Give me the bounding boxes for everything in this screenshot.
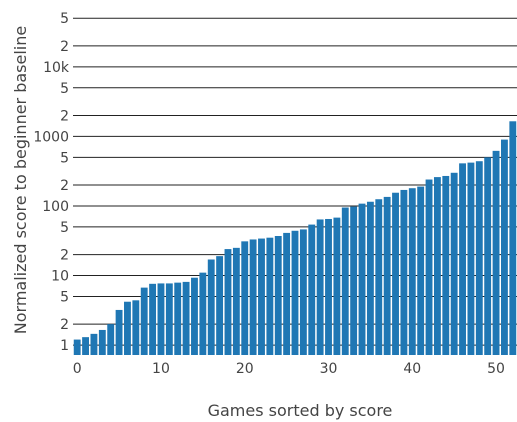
bar <box>124 301 131 355</box>
bar <box>191 277 198 355</box>
bar <box>450 172 458 355</box>
bar <box>149 283 157 355</box>
y-axis-title: Normalized score to beginner baseline <box>11 26 30 334</box>
bar <box>90 333 98 355</box>
bar <box>73 339 81 355</box>
bar <box>350 206 358 355</box>
bar <box>140 287 148 355</box>
bar <box>299 229 307 355</box>
bar <box>274 236 282 355</box>
y-tick-label: 1000 <box>33 129 69 145</box>
bar <box>82 337 90 355</box>
bar <box>174 282 182 355</box>
x-tick-label: 30 <box>320 361 338 377</box>
bar <box>316 219 324 355</box>
y-tick-label: 2 <box>60 108 69 124</box>
bar <box>358 203 366 355</box>
bar <box>366 201 374 355</box>
x-tick-label: 10 <box>152 361 170 377</box>
bar <box>308 224 316 355</box>
bar <box>484 157 492 355</box>
bar <box>258 238 265 355</box>
bar <box>98 329 106 355</box>
y-tick-label: 5 <box>60 81 69 97</box>
bar <box>266 237 274 355</box>
bar <box>325 218 332 355</box>
x-tick-label: 20 <box>236 361 254 377</box>
bar <box>333 217 341 355</box>
bar <box>224 249 232 355</box>
bar <box>459 163 466 355</box>
bar <box>115 309 123 355</box>
bar <box>341 207 349 355</box>
bar <box>408 188 416 355</box>
y-tick-label: 2 <box>60 248 69 264</box>
bar <box>157 283 165 355</box>
y-tick-label: 2 <box>60 39 69 55</box>
y-tick-label: 2 <box>60 317 69 333</box>
y-tick-label: 10 <box>51 269 69 285</box>
y-tick-label: 5 <box>60 289 69 305</box>
bar <box>199 272 207 355</box>
bars <box>73 121 517 356</box>
bar <box>207 259 215 355</box>
x-tick-label: 0 <box>73 361 82 377</box>
bar <box>417 186 425 355</box>
bar <box>442 175 450 355</box>
bar <box>492 150 500 355</box>
bar <box>216 256 224 355</box>
bar <box>433 177 441 355</box>
bar <box>241 241 249 355</box>
bar <box>291 230 299 355</box>
bar <box>375 199 383 355</box>
bar <box>392 192 399 355</box>
bar <box>283 232 291 355</box>
x-axis-title: Games sorted by score <box>208 401 393 420</box>
y-tick-label: 5 <box>60 220 69 236</box>
bar <box>383 196 391 355</box>
y-tick-label: 1 <box>60 338 69 354</box>
bar <box>165 283 173 355</box>
bar <box>467 162 475 355</box>
bar <box>249 239 257 355</box>
y-tick-label: 2 <box>60 178 69 194</box>
bar <box>232 247 240 355</box>
x-tick-label: 50 <box>487 361 505 377</box>
bar <box>107 324 115 355</box>
bar <box>500 139 508 355</box>
y-tick-labels: 1 2 5 10 2 5 100 2 5 1000 2 5 10k 2 5 <box>33 11 70 354</box>
x-tick-labels: 0 10 20 30 40 50 <box>73 361 505 377</box>
bar <box>509 121 517 356</box>
bar <box>400 189 408 355</box>
bar <box>475 161 483 355</box>
y-tick-label: 5 <box>60 150 69 166</box>
x-tick-label: 40 <box>403 361 421 377</box>
bar <box>182 281 190 355</box>
y-tick-label: 5 <box>60 11 69 27</box>
bar <box>425 179 433 355</box>
y-tick-label: 10k <box>43 60 70 76</box>
y-tick-label: 100 <box>42 199 69 215</box>
bar <box>132 300 140 355</box>
